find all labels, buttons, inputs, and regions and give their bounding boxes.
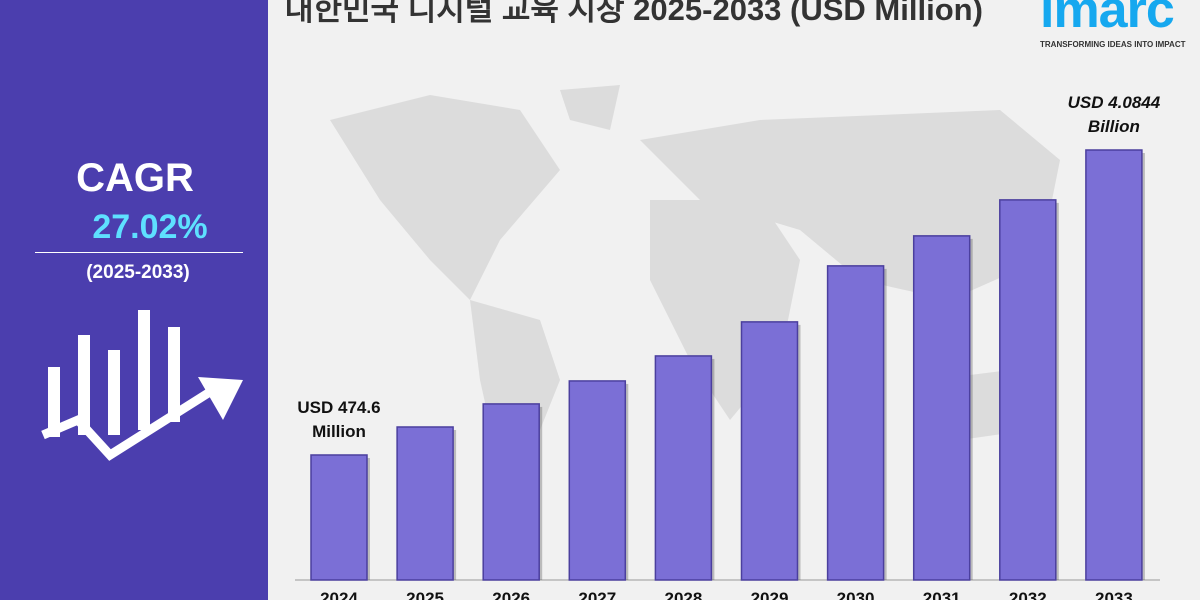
cagr-value: 27.02% (92, 208, 208, 246)
bar-2026 (482, 403, 540, 581)
data-label-unit: Billion (1088, 117, 1140, 136)
x-tick-label: 2026 (492, 589, 530, 600)
cagr-label: CAGR (76, 156, 194, 200)
x-tick-label: 2027 (578, 589, 616, 600)
x-tick-label: 2024 (320, 589, 358, 600)
logo-tagline: TRANSFORMING IDEAS INTO IMPACT (1040, 40, 1186, 49)
cagr-panel: CAGR 27.02% (2025-2033) (0, 0, 268, 600)
bar-2027 (568, 380, 627, 581)
data-label: USD 4.0844 (1068, 93, 1161, 112)
x-tick-label: 2033 (1095, 589, 1133, 600)
bar-2030 (826, 265, 885, 581)
bar-2032 (999, 199, 1057, 581)
bar-2028 (654, 355, 713, 581)
chart-title: 대한민국 디지털 교육 시장 2025-2033 (USD Million) (285, 0, 983, 27)
data-label-unit: Million (312, 422, 366, 441)
bar-2029 (740, 321, 799, 581)
x-tick-label: 2025 (406, 589, 444, 600)
bar-2031 (912, 235, 971, 581)
bar-2025 (396, 426, 454, 581)
x-tick-label: 2028 (664, 589, 702, 600)
x-tick-label: 2029 (751, 589, 789, 600)
growth-chart-icon (41, 310, 243, 461)
cagr-period: (2025-2033) (86, 262, 190, 283)
bar-2033 (1085, 149, 1143, 581)
divider (35, 252, 243, 253)
x-tick-label: 2032 (1009, 589, 1047, 600)
data-label: USD 474.6 (297, 398, 380, 417)
x-tick-label: 2030 (837, 589, 875, 600)
x-tick-label: 2031 (923, 589, 961, 600)
bar-2024 (310, 454, 368, 581)
imarc-logo: imarc (1040, 0, 1175, 39)
